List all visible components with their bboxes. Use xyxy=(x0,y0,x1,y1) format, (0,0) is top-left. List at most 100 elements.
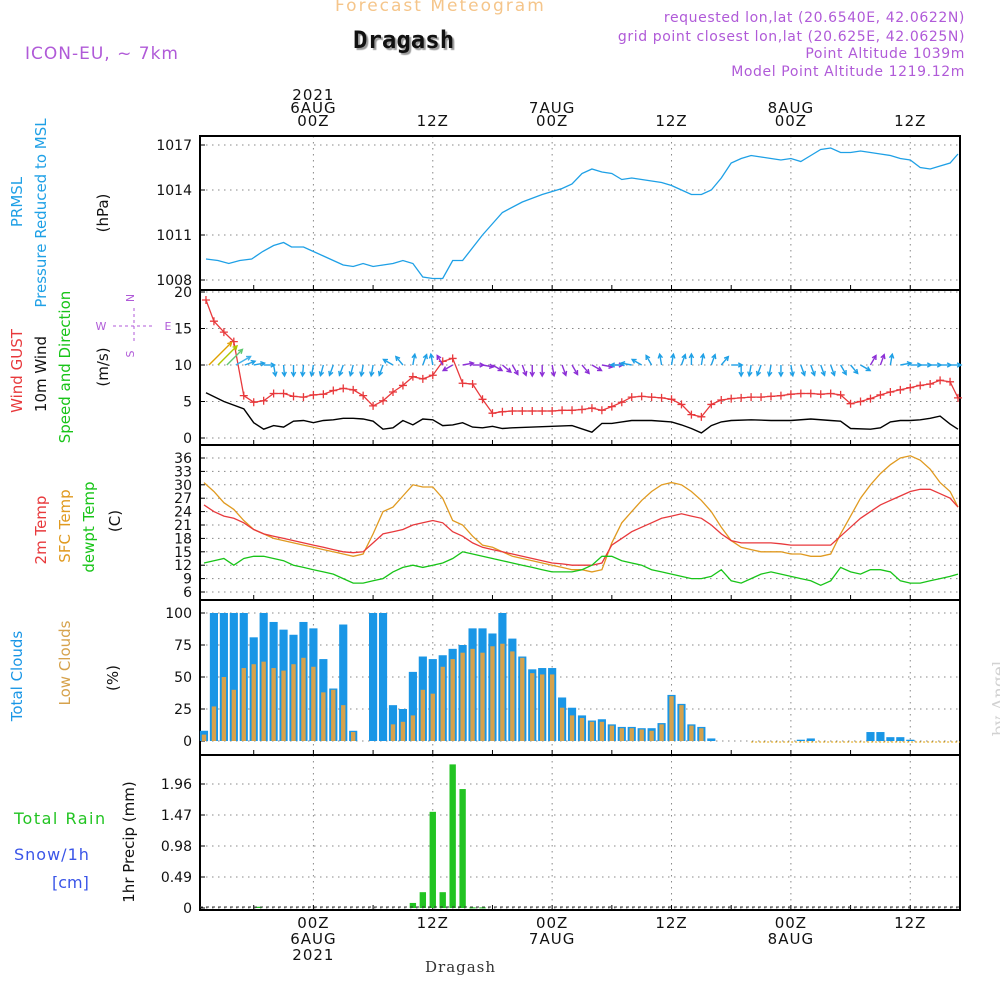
pressure-title-1: PRMSL xyxy=(8,176,26,227)
gust-marker xyxy=(259,396,268,405)
y-tick-label: 25 xyxy=(174,702,192,718)
temp-2m-title: 2m Temp xyxy=(32,496,50,565)
y-tick-label: 15 xyxy=(174,322,192,338)
direction-arrow xyxy=(382,358,394,366)
gust-marker xyxy=(737,393,746,402)
gust-marker xyxy=(468,379,477,388)
gust-marker xyxy=(418,374,427,383)
y-tick-label: 0 xyxy=(183,734,192,750)
gust-marker xyxy=(249,398,258,407)
direction-arrow xyxy=(720,355,730,366)
grid-point-coordinates: grid point closest lon,lat (20.625E, 42.… xyxy=(617,29,965,45)
gust-marker xyxy=(677,400,686,409)
direction-arrow xyxy=(710,353,717,366)
direction-arrow xyxy=(441,364,454,372)
total-cloud-bar xyxy=(339,624,348,741)
gust-marker xyxy=(478,395,487,404)
total-cloud-bar xyxy=(796,739,805,741)
direction-arrow xyxy=(591,364,603,372)
gust-marker xyxy=(201,296,210,305)
top-time-label: 2021 xyxy=(292,86,334,104)
direction-arrow xyxy=(348,364,354,378)
y-tick-label: 1011 xyxy=(156,228,192,244)
direction-arrow xyxy=(369,364,375,378)
total-clouds-title: Total Clouds xyxy=(8,631,26,723)
rain-bar xyxy=(459,789,466,908)
direction-arrow xyxy=(670,352,676,366)
y-tick-label: 10 xyxy=(174,358,192,374)
gust-marker xyxy=(239,391,248,400)
gust-marker xyxy=(637,392,646,401)
direction-arrow xyxy=(850,364,859,375)
gust-marker xyxy=(299,393,308,402)
direction-arrow xyxy=(731,362,744,368)
low-cloud-bar xyxy=(311,666,316,741)
snow-unit-label: [cm] xyxy=(52,873,89,892)
dewpoint-title: dewpt Temp xyxy=(80,481,98,572)
direction-arrow xyxy=(290,365,297,378)
location-title: Dragash xyxy=(353,26,455,54)
gust-marker xyxy=(577,405,586,414)
rain-bar xyxy=(449,764,456,908)
panel-frames: 1008101110141017051015206912151821242730… xyxy=(156,135,961,917)
low-cloud-bar xyxy=(390,724,396,741)
compass-east: E xyxy=(165,320,172,333)
direction-arrow xyxy=(253,360,266,367)
y-tick-label: 20 xyxy=(174,285,192,301)
low-cloud-bar xyxy=(341,705,346,741)
direction-arrow xyxy=(411,352,417,366)
gust-marker xyxy=(916,381,925,390)
gust-marker xyxy=(816,390,825,399)
low-cloud-bar xyxy=(450,659,455,741)
direction-arrow xyxy=(755,364,762,377)
low-cloud-bar xyxy=(589,721,595,741)
direction-arrow xyxy=(747,364,753,378)
gust-marker xyxy=(946,377,955,386)
gust-marker xyxy=(757,393,766,402)
gust-markers xyxy=(201,296,963,421)
low-clouds-title: Low Clouds xyxy=(56,620,74,705)
low-cloud-bar xyxy=(530,673,535,741)
gust-marker xyxy=(587,404,596,413)
direction-arrow xyxy=(879,353,886,366)
total-cloud-bar xyxy=(886,737,895,741)
low-cloud-bar xyxy=(689,725,694,741)
wind-gust-title: Wind GUST xyxy=(8,328,26,413)
low-cloud-bar xyxy=(400,721,406,741)
top-time-label: 00Z xyxy=(775,112,807,130)
total-rain-label: Total Rain xyxy=(13,809,107,828)
gust-marker xyxy=(776,391,785,400)
gust-marker xyxy=(647,393,656,402)
direction-arrow xyxy=(462,360,475,367)
low-cloud-bar xyxy=(301,657,306,741)
precip-title: 1hr Precip (mm) xyxy=(120,781,138,902)
gust-marker xyxy=(876,390,885,399)
low-cloud-bar xyxy=(420,689,426,741)
total-cloud-bar xyxy=(866,732,875,741)
gust-marker xyxy=(896,385,905,394)
low-cloud-bar xyxy=(629,728,634,741)
low-cloud-bar xyxy=(699,728,704,741)
direction-arrow xyxy=(630,358,643,366)
low-cloud-bar xyxy=(221,677,227,741)
dewpoint-line xyxy=(203,551,959,587)
direction-arrow xyxy=(492,364,504,372)
direction-arrow xyxy=(699,352,706,366)
panel-border xyxy=(199,289,961,446)
compass-legend: N W E S xyxy=(96,294,172,358)
top-time-label: 7AUG xyxy=(529,99,575,117)
direction-arrow xyxy=(940,362,953,368)
rain-bar xyxy=(439,892,446,908)
wind-direction-title: Speed and Direction xyxy=(56,291,74,444)
y-axis-titles: PRMSL Pressure Reduced to MSL (hPa) Wind GU… xyxy=(8,118,138,903)
low-cloud-bar xyxy=(609,725,615,741)
direction-arrow xyxy=(235,355,252,366)
gust-marker xyxy=(607,402,616,411)
low-cloud-bar xyxy=(231,689,237,741)
total-cloud-bar xyxy=(209,613,219,741)
gust-marker xyxy=(269,389,278,398)
low-cloud-bar xyxy=(520,657,525,741)
bottom-time-label: 7AUG xyxy=(529,930,575,948)
gust-marker xyxy=(796,389,805,398)
low-cloud-bar xyxy=(679,705,684,741)
